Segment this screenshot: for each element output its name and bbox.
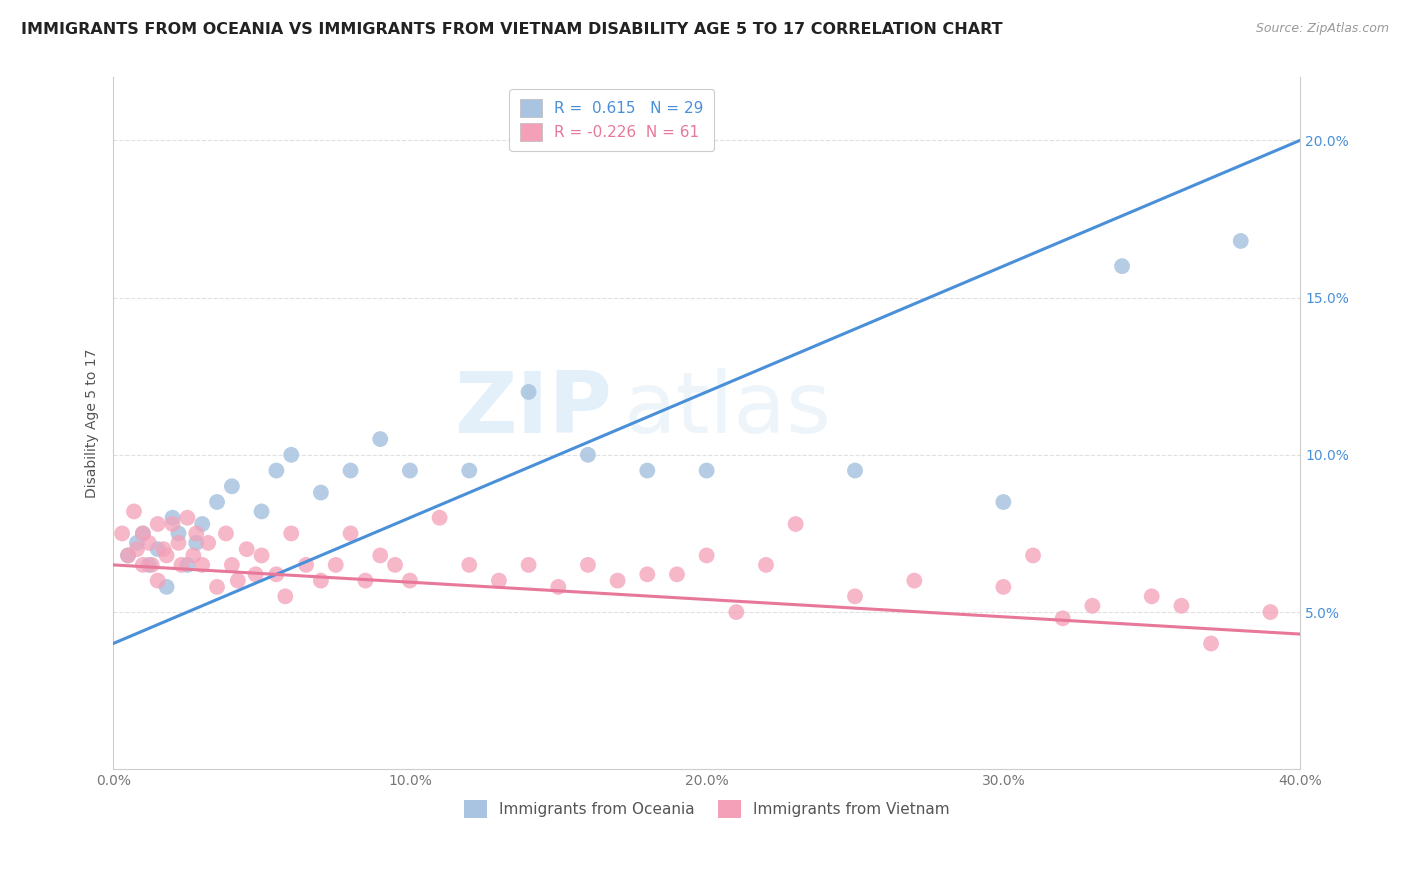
Point xyxy=(176,510,198,524)
Point xyxy=(132,526,155,541)
Point xyxy=(458,558,481,572)
Point xyxy=(146,516,169,531)
Point xyxy=(903,574,925,588)
Text: atlas: atlas xyxy=(623,368,831,451)
Point xyxy=(636,567,658,582)
Point xyxy=(274,590,297,604)
Point xyxy=(576,448,599,462)
Point xyxy=(1140,590,1163,604)
Point xyxy=(295,558,318,572)
Point xyxy=(993,580,1015,594)
Point xyxy=(696,549,718,563)
Point xyxy=(162,510,184,524)
Point xyxy=(191,558,214,572)
Point xyxy=(429,510,451,524)
Point xyxy=(1229,234,1251,248)
Point xyxy=(215,526,238,541)
Point xyxy=(221,558,243,572)
Point xyxy=(186,536,208,550)
Point xyxy=(517,384,540,399)
Point xyxy=(1199,636,1222,650)
Point xyxy=(205,495,228,509)
Point xyxy=(197,536,219,550)
Point xyxy=(665,567,688,582)
Point xyxy=(235,542,257,557)
Point xyxy=(132,526,155,541)
Point xyxy=(167,526,190,541)
Text: IMMIGRANTS FROM OCEANIA VS IMMIGRANTS FROM VIETNAM DISABILITY AGE 5 TO 17 CORREL: IMMIGRANTS FROM OCEANIA VS IMMIGRANTS FR… xyxy=(21,22,1002,37)
Point xyxy=(138,558,160,572)
Point xyxy=(191,516,214,531)
Point xyxy=(141,558,163,572)
Point xyxy=(125,536,148,550)
Point xyxy=(146,574,169,588)
Point xyxy=(280,526,302,541)
Point xyxy=(245,567,267,582)
Point xyxy=(146,542,169,557)
Text: ZIP: ZIP xyxy=(454,368,612,451)
Point xyxy=(384,558,406,572)
Point xyxy=(339,464,361,478)
Point xyxy=(309,485,332,500)
Point xyxy=(155,549,177,563)
Point xyxy=(167,536,190,550)
Point xyxy=(280,448,302,462)
Point xyxy=(125,542,148,557)
Point xyxy=(785,516,807,531)
Point xyxy=(399,574,422,588)
Point xyxy=(844,464,866,478)
Point xyxy=(250,549,273,563)
Point xyxy=(844,590,866,604)
Point xyxy=(181,549,204,563)
Point xyxy=(399,464,422,478)
Point xyxy=(368,549,391,563)
Point xyxy=(309,574,332,588)
Point xyxy=(138,536,160,550)
Point xyxy=(1022,549,1045,563)
Point xyxy=(205,580,228,594)
Point xyxy=(339,526,361,541)
Point xyxy=(606,574,628,588)
Point xyxy=(636,464,658,478)
Point xyxy=(250,504,273,518)
Point xyxy=(547,580,569,594)
Point xyxy=(111,526,134,541)
Point xyxy=(176,558,198,572)
Legend: Immigrants from Oceania, Immigrants from Vietnam: Immigrants from Oceania, Immigrants from… xyxy=(458,794,956,824)
Point xyxy=(354,574,377,588)
Point xyxy=(696,464,718,478)
Point xyxy=(755,558,778,572)
Point xyxy=(117,549,139,563)
Point xyxy=(162,516,184,531)
Point xyxy=(488,574,510,588)
Point xyxy=(458,464,481,478)
Point xyxy=(1052,611,1074,625)
Point xyxy=(993,495,1015,509)
Point xyxy=(1111,259,1133,273)
Point xyxy=(221,479,243,493)
Point xyxy=(155,580,177,594)
Text: Source: ZipAtlas.com: Source: ZipAtlas.com xyxy=(1256,22,1389,36)
Point xyxy=(122,504,145,518)
Point xyxy=(725,605,748,619)
Point xyxy=(186,526,208,541)
Point xyxy=(1081,599,1104,613)
Point xyxy=(517,558,540,572)
Point xyxy=(266,567,288,582)
Point xyxy=(368,432,391,446)
Point xyxy=(1260,605,1282,619)
Point xyxy=(576,558,599,572)
Point xyxy=(117,549,139,563)
Point xyxy=(266,464,288,478)
Point xyxy=(152,542,174,557)
Point xyxy=(226,574,249,588)
Point xyxy=(170,558,193,572)
Y-axis label: Disability Age 5 to 17: Disability Age 5 to 17 xyxy=(86,349,100,498)
Point xyxy=(325,558,347,572)
Point xyxy=(132,558,155,572)
Point xyxy=(1170,599,1192,613)
